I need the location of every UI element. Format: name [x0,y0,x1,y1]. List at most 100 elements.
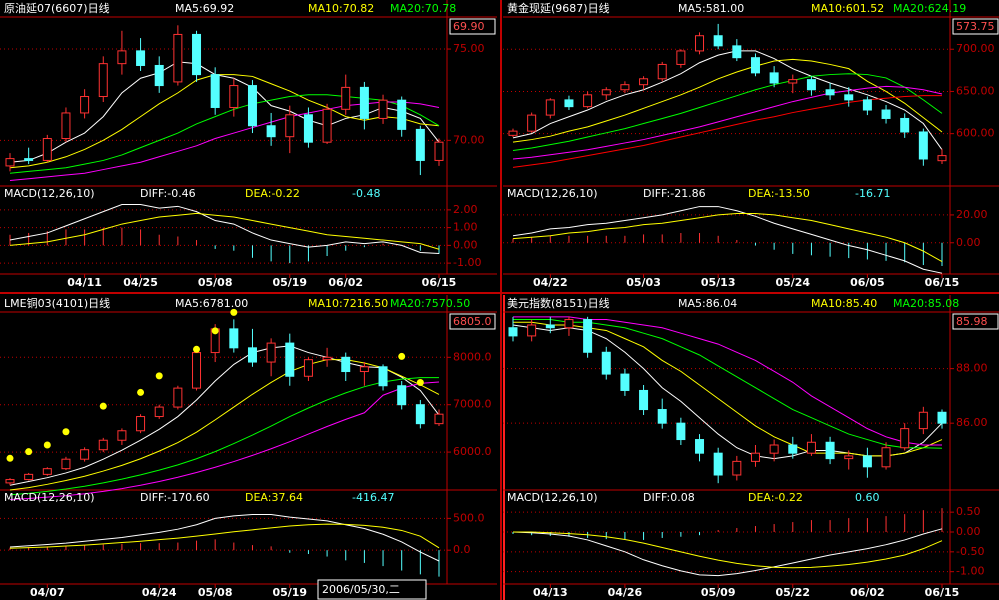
chart-title: LME铜03(4101)日线 [4,296,110,310]
y-tick-label: 86.00 [956,416,988,429]
candle-body [229,85,239,108]
y-tick-label: 75.00 [453,42,485,55]
legend-entry: MA10:7216.50 [308,297,388,310]
price-box [952,18,999,35]
macd-dea: DEA:-13.50 [748,187,810,200]
legend-entry: MA10:85.40 [811,297,877,310]
candle-body [192,33,202,76]
macd-dea: DEA:-0.22 [245,187,300,200]
macd-value: -416.47 [352,491,394,504]
legend-entry: MA5:581.00 [678,2,744,15]
x-tick-label: 05/09 [701,586,736,599]
price-box [952,313,999,330]
legend-entry: MA20:624.19 [893,2,966,15]
candle-body [676,422,686,441]
signal-dot [211,327,219,335]
candle-body [806,441,816,454]
legend-entry: MA20:7570.50 [390,297,470,310]
signal-dot [25,448,33,456]
candle-body [918,131,928,160]
x-tick-label: 05/19 [272,586,307,599]
candle-body [136,50,146,66]
y-tick-label: -0.50 [956,545,984,558]
price-box [449,313,496,330]
candle-body [657,409,667,424]
x-tick-label: 06/15 [925,276,960,289]
candle-body [881,447,891,468]
x-tick-label: 06/15 [422,276,457,289]
signal-dot [137,388,145,396]
candle-body [266,125,276,138]
signal-dot [62,428,70,436]
candle-body [285,114,295,138]
macd-dea-line [513,531,943,569]
candle-body [639,389,649,411]
y-tick-label: 6000.0 [453,445,492,458]
y-tick-label: 0.50 [956,505,981,518]
candle-body [695,439,705,454]
candle-body [564,319,574,329]
candle-body [732,460,742,476]
ma-line [512,85,943,160]
ma-line [9,74,440,169]
macd-value: -16.71 [855,187,890,200]
candle-body [620,84,630,91]
y-tick-label: 2.00 [453,203,478,216]
candle-body [545,324,555,329]
x-tick-label: 04/13 [533,586,568,599]
candle-body [378,366,388,387]
y-tick-label: 700.00 [956,42,995,55]
legend-entry: MA20:85.08 [893,297,959,310]
candle-body [601,351,611,375]
candle-body [98,439,108,451]
macd-diff-line [9,514,440,562]
y-tick-label: 650.00 [956,84,995,97]
candle-body [769,72,779,84]
signal-dot [43,441,51,449]
macd-diff-line [512,206,943,274]
chart-title: 原油延07(6607)日线 [4,1,110,15]
y-tick-label: 1.00 [453,221,478,234]
candle-body [415,128,425,161]
candle-body [657,63,667,80]
x-tick-label: 04/11 [67,276,102,289]
legend-entry: MA5:6781.00 [175,297,248,310]
candle-body [881,109,891,119]
candle-body [61,458,71,470]
x-tick-label: 05/22 [775,586,810,599]
candle-body [713,452,723,476]
candle-body [173,387,183,408]
candle-body [844,94,854,101]
candle-body [117,430,127,441]
candle-body [527,114,537,132]
x-tick-label: 04/22 [533,276,568,289]
candle-body [378,99,388,119]
candle-body [117,50,127,65]
candle-body [583,94,593,108]
signal-dot [99,402,107,410]
candle-body [303,114,313,143]
candle-body [844,455,854,460]
legend-entry: MA5:69.92 [175,2,234,15]
candle-body [98,63,108,98]
y-tick-label: 0.00 [956,236,981,249]
macd-title: MACD(12,26,10) [4,187,95,200]
macd-diff-line [9,204,440,255]
candle-body [285,342,295,377]
candle-body [303,359,313,377]
macd-diff: DIFF:-0.46 [140,187,196,200]
candle-body [900,428,910,449]
x-tick-label: 05/24 [775,276,810,289]
candle-body [154,64,164,87]
cursor-label: 2006/05/30,二 [322,583,400,596]
y-tick-label: 0.00 [956,525,981,538]
signal-dot [416,378,424,386]
x-tick-label: 06/15 [925,586,960,599]
candle-body [750,57,760,74]
candle-body [918,411,928,430]
ma-line [512,58,943,143]
price-label: 85.98 [956,315,988,328]
x-tick-label: 05/03 [626,276,661,289]
chart-title: 黄金现延(9687)日线 [507,1,610,15]
candle-body [788,444,798,454]
